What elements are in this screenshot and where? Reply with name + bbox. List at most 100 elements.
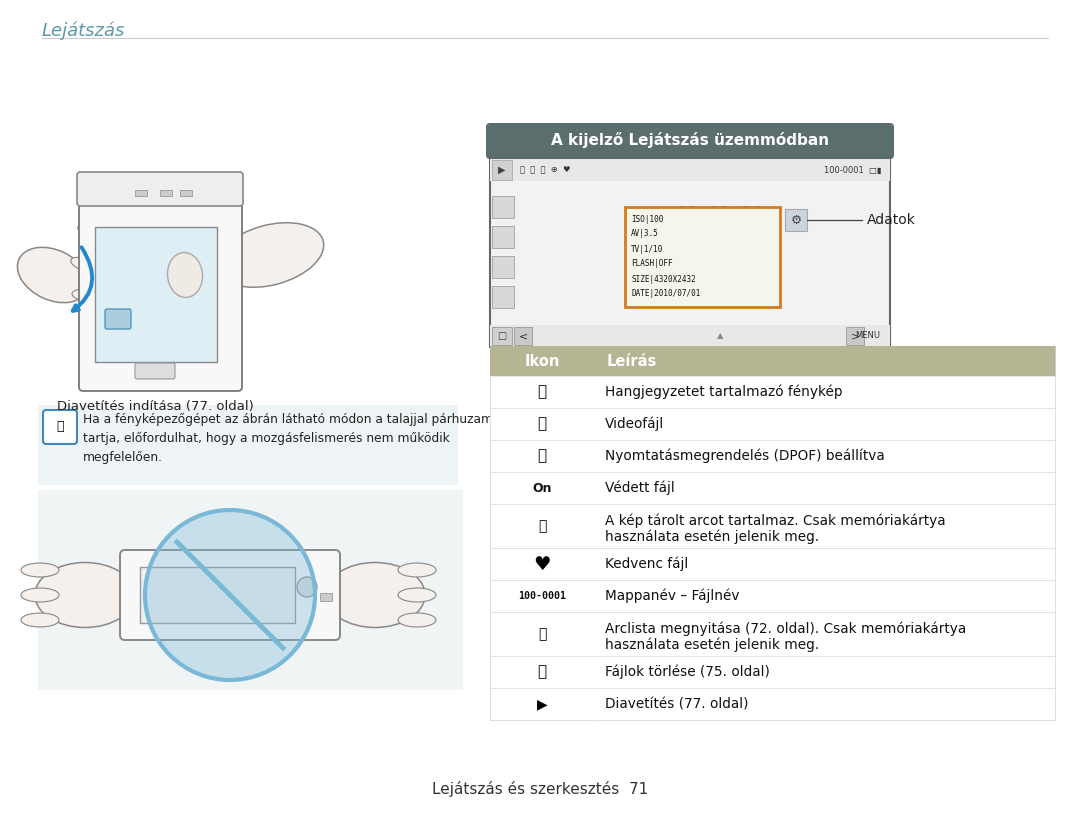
Ellipse shape [399, 613, 436, 627]
Ellipse shape [72, 289, 102, 301]
Bar [490, 612, 1055, 656]
Text: TV|1/10: TV|1/10 [631, 244, 663, 253]
Text: Fájlok törlése (75. oldal): Fájlok törlése (75. oldal) [605, 665, 770, 679]
Text: használata esetén jelenik meg.: használata esetén jelenik meg. [605, 530, 819, 544]
Text: Arclista megnyitása (72. oldal). Csak memóriakártya: Arclista megnyitása (72. oldal). Csak me… [605, 621, 967, 636]
Bar [490, 346, 1055, 376]
Text: Hangjegyzetet tartalmazó fénykép: Hangjegyzetet tartalmazó fénykép [605, 385, 842, 399]
Bar [490, 376, 1055, 408]
Text: 🔍: 🔍 [538, 627, 546, 641]
Ellipse shape [325, 562, 426, 628]
Bar [625, 207, 780, 307]
Text: 00:00:20: 00:00:20 [676, 205, 764, 223]
Ellipse shape [21, 613, 59, 627]
Text: Nyomtatásmegrendelés (DPOF) beállítva: Nyomtatásmegrendelés (DPOF) beállítva [605, 449, 885, 463]
Bar [490, 408, 1055, 440]
Text: 🎤  🖨  🔒  ⊕  ♥: 🎤 🖨 🔒 ⊕ ♥ [519, 165, 570, 174]
Ellipse shape [21, 563, 59, 577]
Text: Adatok: Adatok [867, 213, 916, 227]
Bar [38, 405, 458, 485]
Text: On: On [532, 482, 552, 495]
Bar [160, 190, 172, 196]
Text: Diavetítés indítása (77. oldal): Diavetítés indítása (77. oldal) [56, 400, 254, 413]
FancyBboxPatch shape [77, 172, 243, 206]
Text: 100-0001  □▮: 100-0001 □▮ [824, 165, 882, 174]
Circle shape [688, 231, 752, 295]
FancyBboxPatch shape [120, 550, 340, 640]
FancyBboxPatch shape [486, 123, 894, 159]
Bar [490, 580, 1055, 612]
Text: 🎥: 🎥 [538, 416, 546, 431]
Text: AV|3.5: AV|3.5 [631, 230, 659, 239]
Bar [846, 327, 864, 345]
Ellipse shape [78, 224, 103, 245]
Bar [492, 196, 514, 218]
Text: Lejátszás: Lejátszás [42, 22, 125, 41]
Bar [492, 286, 514, 308]
Text: Ikon: Ikon [524, 354, 559, 368]
Bar [514, 327, 532, 345]
Text: ISO|100: ISO|100 [631, 214, 663, 223]
Circle shape [163, 257, 203, 297]
Bar [490, 440, 1055, 472]
Bar [490, 159, 890, 347]
Ellipse shape [399, 588, 436, 602]
Text: □: □ [498, 331, 507, 341]
Text: 📷: 📷 [56, 421, 64, 434]
Text: A kép tárolt arcot tartalmaz. Csak memóriakártya: A kép tárolt arcot tartalmaz. Csak memór… [605, 513, 946, 527]
Bar [492, 327, 512, 345]
Bar [490, 159, 890, 181]
Ellipse shape [167, 253, 203, 297]
FancyBboxPatch shape [135, 363, 175, 379]
Text: ▲: ▲ [717, 332, 724, 341]
Ellipse shape [21, 588, 59, 602]
Circle shape [297, 577, 318, 597]
Bar [140, 567, 295, 623]
Text: MENU: MENU [855, 332, 880, 341]
Text: 🎤: 🎤 [538, 385, 546, 399]
Bar [135, 190, 147, 196]
FancyBboxPatch shape [105, 309, 131, 329]
Ellipse shape [17, 247, 89, 302]
Text: Ha a fényképezőgépet az ábrán látható módon a talajjal párhuzamosan
tartja, előf: Ha a fényképezőgépet az ábrán látható mó… [83, 413, 523, 464]
Bar [180, 190, 192, 196]
Bar [492, 256, 514, 278]
Text: Videofájl: Videofájl [605, 416, 664, 431]
Text: 🖨: 🖨 [538, 448, 546, 464]
Bar [95, 227, 217, 362]
Text: Mappanév – Fájlnév: Mappanév – Fájlnév [605, 588, 740, 603]
Bar [38, 490, 463, 690]
Bar [490, 325, 890, 347]
Text: ▶: ▶ [498, 165, 505, 175]
Text: 100-0001: 100-0001 [518, 591, 566, 601]
Text: <: < [518, 331, 528, 341]
Text: FLASH|OFF: FLASH|OFF [631, 259, 673, 268]
Text: használata esetén jelenik meg.: használata esetén jelenik meg. [605, 638, 819, 653]
Bar [490, 548, 1055, 580]
Text: >: > [850, 331, 860, 341]
Text: 🔍: 🔍 [538, 519, 546, 533]
Text: ♥: ♥ [534, 554, 551, 574]
Text: Lejátszás és szerkesztés  71: Lejátszás és szerkesztés 71 [432, 781, 648, 797]
Bar [490, 688, 1055, 720]
Bar [490, 472, 1055, 504]
Bar [490, 656, 1055, 688]
Text: Védett fájl: Védett fájl [605, 481, 675, 496]
Text: ▶: ▶ [537, 697, 548, 711]
Ellipse shape [71, 258, 99, 273]
Ellipse shape [216, 222, 324, 287]
Bar [490, 346, 1055, 720]
Text: Diavetítés (77. oldal): Diavetítés (77. oldal) [605, 697, 748, 711]
Text: ▶: ▶ [712, 253, 729, 273]
Circle shape [145, 510, 315, 680]
Bar [492, 160, 512, 180]
FancyBboxPatch shape [43, 410, 77, 444]
Text: 🗑: 🗑 [538, 664, 546, 680]
Ellipse shape [35, 562, 135, 628]
Bar [320, 593, 332, 601]
FancyBboxPatch shape [79, 188, 242, 391]
Bar [492, 226, 514, 248]
Text: A kijelző Lejátszás üzemmódban: A kijelző Lejátszás üzemmódban [551, 132, 829, 148]
Text: ⚙: ⚙ [791, 214, 801, 227]
Text: DATE|2010/07/01: DATE|2010/07/01 [631, 289, 700, 298]
